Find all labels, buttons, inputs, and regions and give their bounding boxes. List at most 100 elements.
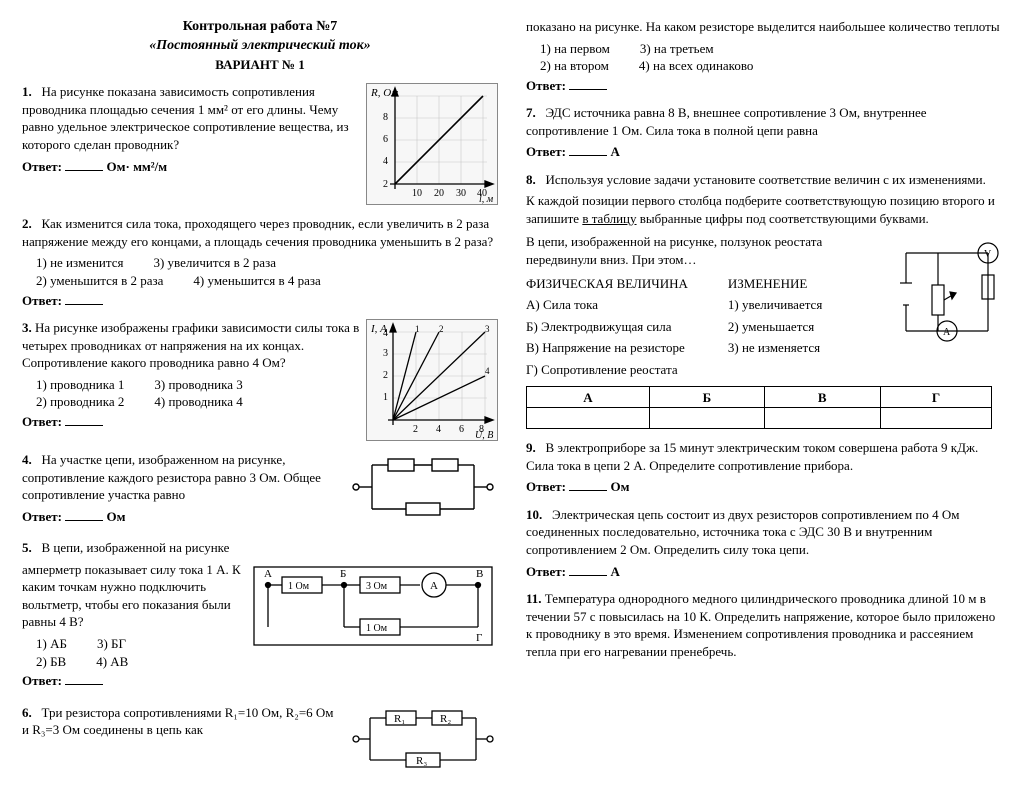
q10-ans-blank[interactable]	[569, 563, 607, 576]
svg-text:20: 20	[434, 188, 444, 199]
svg-text:2: 2	[383, 179, 388, 190]
q1-text: На рисунке показана зависимость сопротив…	[22, 84, 349, 152]
q8-cell-V[interactable]	[764, 408, 880, 429]
q8-answer-table: А Б В Г	[526, 386, 992, 429]
q8-th-B: Б	[649, 387, 764, 408]
q5-circuit: А Б В Г 1 Ом 3 Ом 1 Ом А	[248, 561, 498, 658]
q6b-opt4: 4) на всех одинаково	[639, 57, 754, 75]
q4-ans-unit: Ом	[107, 509, 126, 524]
svg-text:3 Ом: 3 Ом	[366, 581, 388, 592]
q7-ans-unit: А	[611, 144, 620, 159]
q2-opt3: 3) увеличится в 2 раза	[153, 254, 276, 272]
svg-text:4: 4	[485, 366, 490, 376]
svg-text:R₃: R₃	[416, 755, 427, 767]
svg-text:Г: Г	[476, 632, 482, 644]
svg-text:3: 3	[485, 324, 490, 334]
q1-ans-label: Ответ:	[22, 159, 62, 174]
q2-text: Как изменится сила тока, проходящего чер…	[22, 216, 493, 249]
q9-ans-blank[interactable]	[569, 478, 607, 491]
q4-ans-blank[interactable]	[65, 508, 103, 521]
question-4: 4. На участке цепи, изображенном на рису…	[22, 451, 498, 529]
svg-text:1 Ом: 1 Ом	[288, 581, 310, 592]
q8-text2b: выбранные цифры под соответствующими бук…	[637, 211, 929, 226]
q3-ans-blank[interactable]	[65, 413, 103, 426]
svg-text:l, м: l, м	[479, 194, 494, 204]
q1-ans-unit: Ом· мм²/м	[107, 159, 168, 174]
q8-cell-G[interactable]	[880, 408, 992, 429]
title-line-2: «Постоянный электрический ток»	[22, 37, 498, 56]
q5-num: 5.	[22, 540, 32, 555]
svg-text:4: 4	[383, 328, 388, 339]
q6-num: 6.	[22, 705, 32, 720]
q5-opt1: 1) АБ	[36, 635, 67, 653]
q7-ans-label: Ответ:	[526, 144, 566, 159]
question-1: R, Ом 86 42 1020 3040 l, м 1. На рисунке…	[22, 83, 498, 205]
q8-lD: Г) Сопротивление реостата	[526, 361, 688, 379]
q8-r2: 2) уменьшается	[728, 318, 822, 336]
q1-num: 1.	[22, 84, 32, 99]
q10-ans-label: Ответ:	[526, 564, 566, 579]
svg-text:R, Ом: R, Ом	[370, 87, 398, 99]
svg-text:V: V	[984, 249, 992, 260]
question-6: R₁ R₂ R₃ 6. Три резистора сопротивлениям…	[22, 704, 498, 779]
svg-text:30: 30	[456, 188, 466, 199]
q6b-ans-blank[interactable]	[569, 77, 607, 90]
q9-text: В электроприборе за 15 минут электрическ…	[526, 440, 978, 473]
svg-text:6: 6	[459, 424, 464, 435]
svg-text:R₂: R₂	[440, 713, 451, 725]
q8-cell-A[interactable]	[527, 408, 650, 429]
svg-text:Б: Б	[340, 568, 346, 580]
q4-circuit	[348, 451, 498, 528]
title-line-1: Контрольная работа №7	[22, 18, 498, 37]
q7-text: ЭДС источника равна 8 В, внешнее сопроти…	[526, 105, 927, 138]
q1-chart: R, Ом 86 42 1020 3040 l, м	[366, 83, 498, 205]
q5-ans-blank[interactable]	[65, 672, 103, 685]
q6-circuit: R₁ R₂ R₃	[348, 704, 498, 779]
q3-opt4: 4) проводника 4	[154, 393, 242, 411]
q8-th-G: Г	[880, 387, 992, 408]
q4-num: 4.	[22, 452, 32, 467]
question-2: 2. Как изменится сила тока, проходящего …	[22, 215, 498, 309]
svg-text:1: 1	[415, 324, 420, 334]
q6b-opt1: 1) на первом	[540, 40, 610, 58]
q8-lB: Б) Электродвижущая сила	[526, 318, 688, 336]
q3-opt3: 3) проводника 3	[154, 376, 242, 394]
svg-text:3: 3	[383, 348, 388, 359]
q5-opt3: 3) БГ	[97, 635, 126, 653]
q5-opt2: 2) БВ	[36, 653, 66, 671]
q3-opt2: 2) проводника 2	[36, 393, 124, 411]
q6b-opt2: 2) на втором	[540, 57, 609, 75]
q8-text1: Используя условие задачи установите соот…	[546, 172, 986, 187]
q7-num: 7.	[526, 105, 536, 120]
q6b-opt3: 3) на третьем	[640, 40, 714, 58]
q2-opt4: 4) уменьшится в 4 раза	[193, 272, 320, 290]
question-10: 10. Электрическая цепь состоит из двух р…	[526, 506, 1002, 580]
q9-ans-unit: Ом	[611, 479, 630, 494]
q8-th-V: В	[764, 387, 880, 408]
q6b-ans-label: Ответ:	[526, 78, 566, 93]
q2-opt2: 2) уменьшится в 2 раза	[36, 272, 163, 290]
question-3: 12 34 I, А 12 34 24 68 U, В 3. На рисунк…	[22, 319, 498, 441]
q1-ans-blank[interactable]	[65, 158, 103, 171]
q5-opt4: 4) АВ	[96, 653, 128, 671]
q5-text-a: В цепи, изображенной на рисунке	[42, 540, 230, 555]
q6b-text: показано на рисунке. На каком резисторе …	[526, 18, 1002, 36]
q9-num: 9.	[526, 440, 536, 455]
svg-text:2: 2	[439, 324, 444, 334]
svg-text:4: 4	[383, 156, 388, 167]
svg-text:А: А	[264, 568, 272, 580]
q8-hdr-l: ФИЗИЧЕСКАЯ ВЕЛИЧИНА	[526, 275, 688, 293]
worksheet-header: Контрольная работа №7 «Постоянный электр…	[22, 18, 498, 73]
q8-lA: А) Сила тока	[526, 296, 688, 314]
svg-text:A: A	[943, 327, 951, 338]
question-6-cont: показано на рисунке. На каком резисторе …	[526, 18, 1002, 94]
svg-text:6: 6	[383, 134, 388, 145]
q8-th-A: А	[527, 387, 650, 408]
q7-ans-blank[interactable]	[569, 143, 607, 156]
q8-circuit: V A	[892, 235, 1002, 350]
q5-ans-label: Ответ:	[22, 673, 62, 688]
question-11: 11. Температура однородного медного цили…	[526, 590, 1002, 660]
q10-num: 10.	[526, 507, 542, 522]
q8-cell-B[interactable]	[649, 408, 764, 429]
q2-ans-blank[interactable]	[65, 292, 103, 305]
